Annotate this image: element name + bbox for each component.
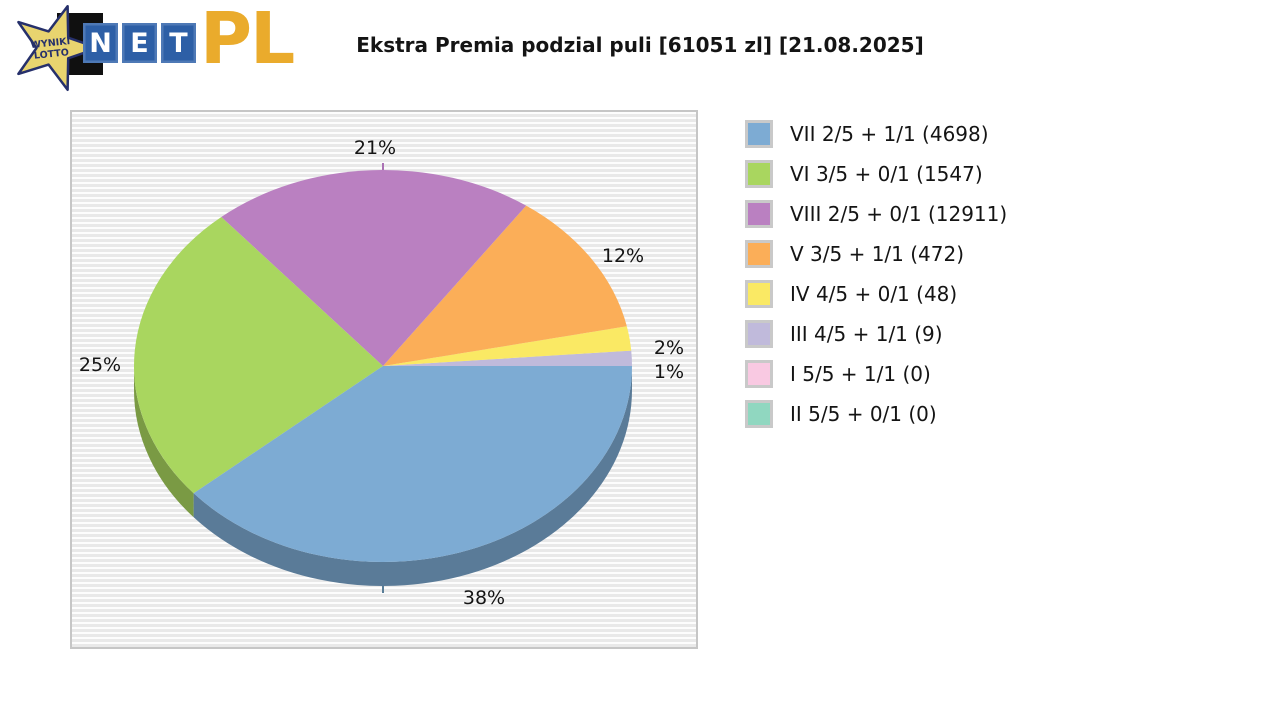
- legend-swatch: [745, 360, 773, 388]
- lotto-star-icon: WYNIKI LOTTO: [17, 4, 100, 92]
- logo-letter-tile: N: [83, 23, 118, 63]
- pie-slice: [383, 350, 632, 366]
- pie-percent-label: 21%: [353, 137, 397, 159]
- legend-label: VIII 2/5 + 0/1 (12911): [790, 202, 1008, 226]
- star-text-line2: LOTTO: [33, 47, 69, 62]
- legend-label: VII 2/5 + 1/1 (4698): [790, 122, 989, 146]
- logo-letter-tile: T: [161, 23, 196, 63]
- legend-label: III 4/5 + 1/1 (9): [790, 322, 943, 346]
- legend-label: IV 4/5 + 0/1 (48): [790, 282, 958, 306]
- pie-slice: [193, 366, 632, 586]
- pie-chart: [134, 163, 632, 593]
- pie-percent-label: 25%: [78, 354, 122, 376]
- legend-label: V 3/5 + 1/1 (472): [790, 242, 965, 266]
- pie-slice: [134, 366, 194, 518]
- pie-slice: [383, 326, 632, 366]
- pie-slice: [134, 216, 383, 494]
- logo-letter-tile: E: [122, 23, 157, 63]
- pie-slice: [193, 366, 632, 562]
- legend-swatch: [745, 280, 773, 308]
- pie-tick: [382, 586, 384, 593]
- legend-swatch: [745, 320, 773, 348]
- logo-pl-text: PL: [200, 0, 295, 80]
- legend-label: VI 3/5 + 0/1 (1547): [790, 162, 983, 186]
- legend-item: IV 4/5 + 0/1 (48): [745, 280, 1007, 308]
- legend-item: VII 2/5 + 1/1 (4698): [745, 120, 1007, 148]
- legend-swatch: [745, 240, 773, 268]
- legend-item: VIII 2/5 + 0/1 (12911): [745, 200, 1007, 228]
- legend-swatch: [745, 400, 773, 428]
- chart-legend: VII 2/5 + 1/1 (4698) VI 3/5 + 0/1 (1547) V…: [745, 120, 1007, 440]
- legend-swatch: [745, 120, 773, 148]
- pie-slice: [221, 169, 527, 366]
- pie-slice: [383, 205, 627, 366]
- pie-percent-label: 1%: [653, 361, 685, 383]
- legend-item: VI 3/5 + 0/1 (1547): [745, 160, 1007, 188]
- legend-swatch: [745, 200, 773, 228]
- legend-item: II 5/5 + 0/1 (0): [745, 400, 1007, 428]
- legend-label: II 5/5 + 0/1 (0): [790, 402, 937, 426]
- legend-swatch: [745, 160, 773, 188]
- legend-label: I 5/5 + 1/1 (0): [790, 362, 931, 386]
- legend-item: I 5/5 + 1/1 (0): [745, 360, 1007, 388]
- pie-percent-label: 2%: [653, 337, 685, 359]
- pie-tick: [382, 163, 384, 170]
- legend-item: III 4/5 + 1/1 (9): [745, 320, 1007, 348]
- pie-percent-label: 38%: [462, 587, 506, 609]
- pie-percent-label: 12%: [601, 245, 645, 267]
- pie-chart-panel: 38% 25% 21% 12% 2% 1%: [70, 110, 698, 649]
- legend-item: V 3/5 + 1/1 (472): [745, 240, 1007, 268]
- star-text-line1: WYNIKI: [30, 36, 71, 51]
- chart-title: Ekstra Premia podzial puli [61051 zl] [2…: [356, 33, 924, 57]
